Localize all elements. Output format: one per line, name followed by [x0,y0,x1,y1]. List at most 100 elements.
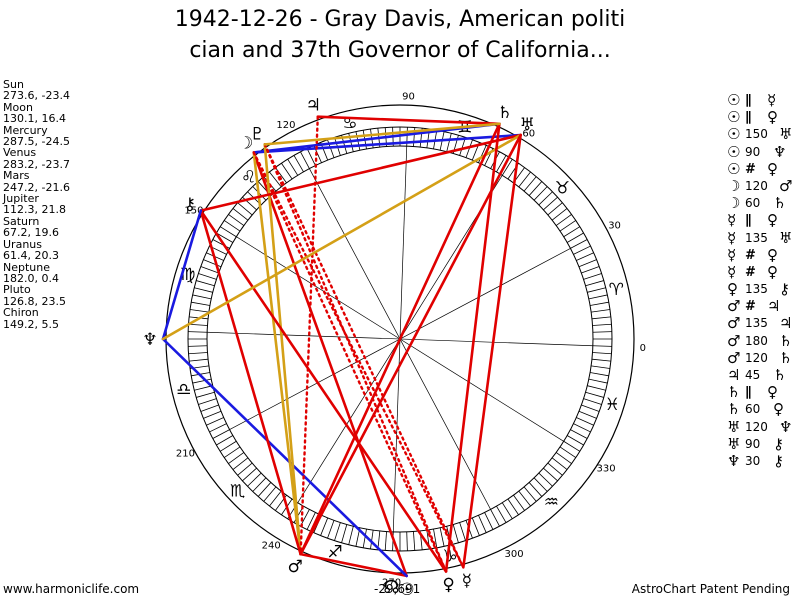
degree-tick [591,316,611,320]
planet-position-list: Sun 273.6, -23.4 Moon 130.1, 16.4 Mercury 287… [3,79,113,330]
aspect-planet-1: ☿ [727,211,737,230]
aspect-row: ♂ # ♃ [724,298,800,315]
degree-tick [523,176,537,192]
degree-tick [433,528,438,548]
aspect-planet-2: ♃ [779,314,793,333]
degree-tick [578,259,597,268]
degree-tick [533,477,548,492]
mars-icon: ♂ [288,557,303,577]
planet-name-saturn: Saturn [3,214,40,228]
aspect-row: ♅ 90 ⚷ [724,435,800,453]
aspect-row: ♄ 60 ♀ [724,401,800,418]
aspect-planet-2: ♄ [773,194,787,213]
degree-label: 120 [276,120,295,131]
aspect-planet-2: ♆ [773,142,787,161]
degree-tick [237,202,253,216]
degree-tick [587,385,606,391]
aspect-planet-1: ☉ [727,159,741,178]
degree-tick [592,323,612,326]
degree-tick [581,266,600,274]
degree-tick [538,191,553,206]
aspect-line-mars-uranus [299,133,522,556]
aspect-planet-2: ♅ [779,125,793,144]
degree-tick [496,155,507,173]
aspect-line-chiron-neptune [161,209,203,341]
degree-tick [216,232,234,243]
degree-tick [252,477,267,492]
degree-tick [501,159,513,176]
aspect-line-jupiter-mars [299,115,319,556]
degree-tick [327,520,335,539]
aspect-line-sun-neptune [161,337,408,578]
degree-tick [300,151,310,169]
aspect-type: 180 [745,333,768,348]
aspect-planet-2: ♄ [779,348,793,367]
aspect-planet-2: ♀ [767,262,778,281]
degree-tick [573,245,591,255]
degree-tick [237,462,253,476]
aspect-planet-2: ♀ [767,108,778,127]
aspect-row: ☉ 90 ♆ [724,142,800,161]
degree-tick [220,440,237,452]
aspect-line-moon-venus [252,151,448,573]
degree-tick [591,358,611,362]
degree-tick [547,202,563,216]
degree-tick [200,266,219,274]
aspect-planet-1: ♂ [727,314,741,333]
degree-tick [192,294,212,300]
jupiter-icon: ♃ [306,96,321,116]
aspect-type: # [745,264,756,280]
degree-tick [591,309,610,313]
aspect-type: ∥ [745,213,752,229]
degree-label: 60 [522,128,535,139]
degree-tick [232,457,249,470]
degree-tick [341,524,348,543]
moon-icon: ☽ [238,133,253,153]
degree-tick [592,331,612,333]
degree-tick [196,280,215,287]
degree-tick [188,323,208,326]
degree-tick [471,517,480,536]
aspect-planet-2: ♃ [767,297,781,316]
aspect-line-chiron-uranus [199,133,522,212]
degree-tick [216,435,234,446]
aspect-row: ♂ 135 ♃ [724,315,800,332]
aspect-row: ☿ ∥ ♀ [724,212,800,229]
neptune-icon: ♆ [142,330,157,350]
degree-label: 30 [608,220,621,231]
planet-position-mars: 247.2, -21.6 [3,180,70,194]
planet-name-jupiter: Jupiter [3,192,39,206]
degree-tick [228,214,245,226]
degree-tick [566,435,584,446]
degree-tick [228,452,245,464]
degree-tick [190,309,209,313]
aspect-type: 30 [745,453,761,468]
degree-tick [194,287,213,293]
aspect-line-saturn-pluto [263,122,501,146]
chart-title: 1942-12-26 - Gray Davis, American politi… [120,4,680,66]
degree-tick [570,239,588,249]
degree-tick [592,352,612,355]
planet-name-venus: Venus [3,146,37,160]
ascendant-readout: -29,691 [374,582,421,596]
degree-tick [559,220,576,232]
degree-tick [583,398,602,405]
aspect-type: 120 [745,419,768,434]
aspect-planet-1: ♃ [727,366,741,384]
degree-tick [587,287,606,293]
aspect-line-uranus-mercury [462,133,522,569]
degree-tick [563,226,580,238]
degree-tick [306,512,316,530]
aspect-type: 90 [745,436,761,451]
degree-tick [198,273,217,280]
degree-tick [192,378,212,384]
degree-tick [518,171,531,188]
aspect-list: ☉ ∥ ☿ ☉ ∥ ♀ ☉ 150 ♅ ☉ 90 ♆ ☉ # ♀ ☽ 120 ♂ ☽ 60 ♄ ☿ ∥ ♀ ☿ 135 ♅ ☿ # ♀ ☿ #… [724,92,800,470]
aspect-line-moon-mars [252,151,302,556]
aspect-line-chiron-venus [199,209,448,573]
planet-position-jupiter: 112.3, 21.8 [3,203,66,217]
degree-tick [220,226,237,238]
aspect-planet-1: ♂ [727,331,741,350]
aspect-line-pluto-mercury [263,143,465,569]
degree-tick [348,526,354,545]
